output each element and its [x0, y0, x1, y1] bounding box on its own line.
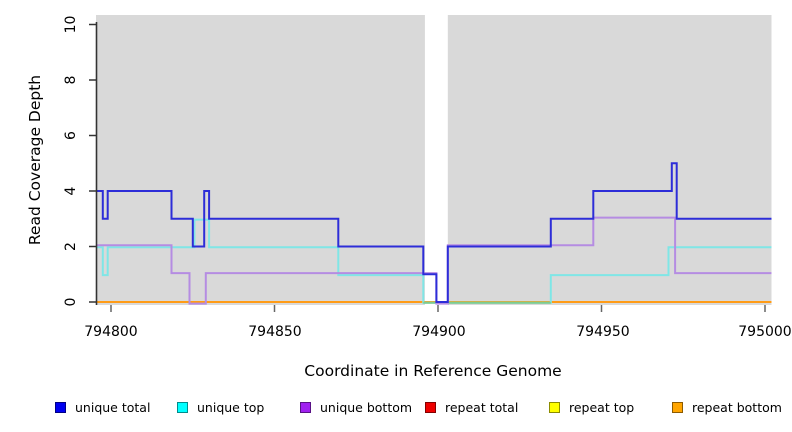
x-tick-label: 794800	[84, 324, 137, 340]
legend-item-repeat-total: repeat total	[425, 400, 518, 415]
legend-swatch-unique-top	[177, 402, 188, 413]
series-line-unique-top	[96, 218, 772, 304]
x-tick-label: 795000	[738, 324, 791, 340]
legend-swatch-repeat-total	[425, 402, 436, 413]
plot-background-layer	[96, 15, 772, 305]
legend-label-unique-top: unique top	[197, 400, 265, 415]
legend-label-repeat-top: repeat top	[569, 400, 635, 415]
legend-item-unique-bottom: unique bottom	[300, 400, 412, 415]
y-tick-label: 8	[63, 76, 79, 85]
coverage-gap-region	[424, 15, 448, 305]
legend-label-repeat-bottom: repeat bottom	[692, 400, 782, 415]
legend-swatch-repeat-bottom	[672, 402, 683, 413]
legend-label-unique-total: unique total	[75, 400, 151, 415]
legend-item-unique-top: unique top	[177, 400, 264, 415]
legend-swatch-unique-bottom	[300, 402, 311, 413]
legend-item-unique-total: unique total	[55, 400, 150, 415]
legend-label-unique-bottom: unique bottom	[320, 400, 413, 415]
series-lines-layer	[96, 162, 772, 305]
x-tick-label: 794900	[412, 324, 465, 340]
y-tick-label: 10	[63, 16, 79, 34]
y-tick-label: 6	[63, 131, 79, 140]
x-tick-label: 794850	[248, 324, 301, 340]
legend-swatch-unique-total	[55, 402, 66, 413]
axes-layer	[89, 22, 766, 312]
y-tick-label: 2	[63, 242, 79, 251]
chart-svg: 794800 794850 794900 794950 795000 0 2 4…	[26, 15, 792, 380]
x-axis-title: Coordinate in Reference Genome	[304, 362, 561, 380]
y-tick-label: 4	[63, 186, 79, 195]
y-tick-label: 0	[63, 298, 79, 307]
legend-label-repeat-total: repeat total	[445, 400, 519, 415]
x-tick-label: 794950	[576, 324, 629, 340]
legend-swatch-repeat-top	[549, 402, 560, 413]
y-axis-title: Read Coverage Depth	[26, 75, 44, 245]
legend-item-repeat-top: repeat top	[549, 400, 634, 415]
legend-item-repeat-bottom: repeat bottom	[672, 400, 782, 415]
series-line-unique-total	[96, 162, 772, 303]
